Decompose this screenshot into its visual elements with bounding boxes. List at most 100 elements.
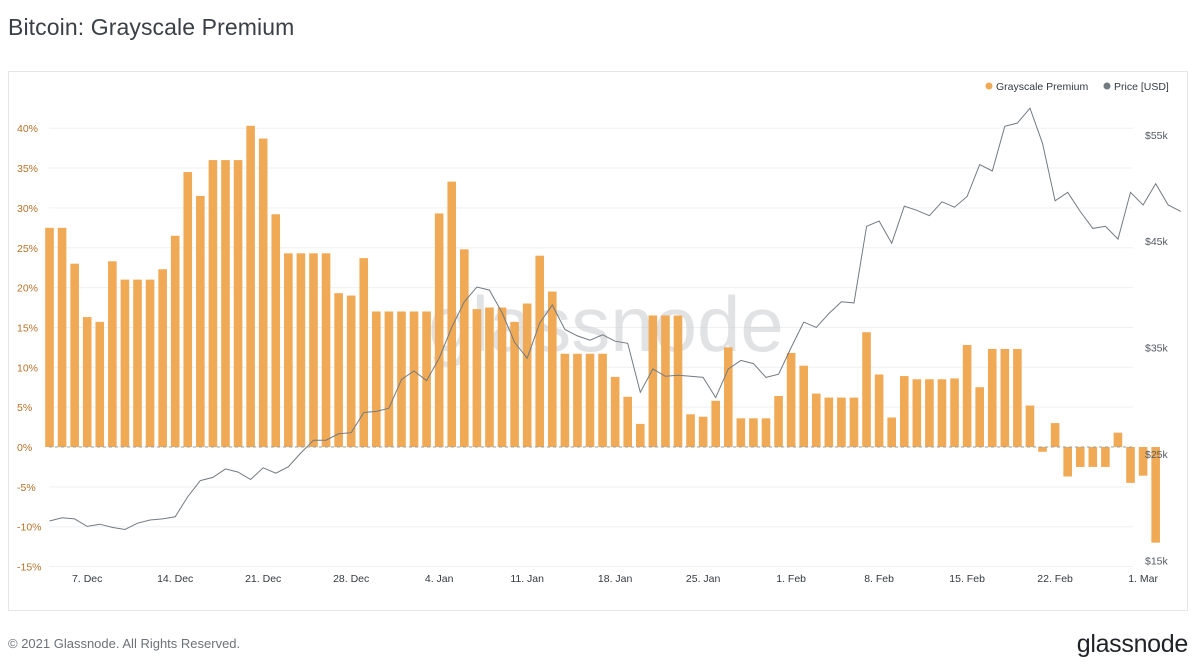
x-tick-label: 15. Feb	[949, 573, 985, 585]
premium-bar	[246, 125, 255, 448]
premium-bar	[82, 317, 92, 447]
y-right-tick-label: $55k	[1145, 130, 1169, 142]
premium-bar	[233, 160, 243, 447]
premium-bar	[786, 352, 796, 447]
x-tick-label: 7. Dec	[72, 573, 102, 585]
premium-bar	[1126, 447, 1135, 483]
premium-bar	[912, 379, 922, 447]
x-tick-label: 1. Mar	[1128, 573, 1158, 585]
x-tick-label: 25. Jan	[686, 573, 721, 585]
premium-bar	[384, 311, 394, 447]
x-tick-label: 11. Jan	[510, 573, 544, 585]
premium-bar	[598, 353, 607, 447]
premium-bar	[422, 311, 431, 447]
premium-bar	[661, 315, 670, 447]
copyright-text: © 2021 Glassnode. All Rights Reserved.	[8, 636, 241, 651]
legend-premium-label[interactable]: Grayscale Premium	[996, 81, 1088, 93]
premium-bar	[887, 417, 896, 447]
premium-bar	[711, 400, 721, 447]
premium-bar	[1050, 423, 1060, 447]
premium-bar	[284, 253, 293, 447]
premium-bar	[1025, 405, 1035, 447]
y-left-tick-label: 5%	[17, 402, 32, 414]
premium-bar	[57, 227, 67, 447]
premium-bar	[824, 397, 834, 447]
premium-bar	[95, 321, 105, 447]
y-left-tick-label: 0%	[17, 442, 32, 454]
premium-bar	[145, 279, 155, 447]
premium-bar	[120, 279, 130, 447]
premium-bar	[648, 315, 658, 447]
x-tick-label: 14. Dec	[157, 573, 193, 585]
premium-bar	[560, 353, 570, 447]
premium-bar	[837, 397, 846, 447]
premium-bar	[1151, 447, 1160, 543]
premium-bar	[321, 253, 331, 447]
premium-bar	[937, 379, 947, 447]
premium-bar	[208, 160, 218, 447]
x-tick-label: 21. Dec	[245, 573, 281, 585]
y-right-tick-label: $45k	[1145, 236, 1169, 248]
premium-bar	[774, 395, 783, 447]
premium-bar	[359, 258, 369, 447]
premium-bar	[925, 379, 934, 447]
premium-bar	[158, 269, 167, 447]
premium-bar	[196, 195, 205, 447]
premium-bar	[1113, 432, 1123, 447]
premium-bar	[1000, 348, 1010, 447]
premium-bar	[183, 172, 193, 447]
premium-bar	[485, 307, 494, 447]
right-axis: $15k $25k $35k $45k $55k	[1145, 130, 1169, 568]
premium-bar	[460, 249, 469, 447]
premium-bar	[271, 214, 281, 447]
y-left-tick-label: 20%	[17, 283, 38, 295]
premium-bar	[1013, 348, 1022, 447]
y-right-tick-label: $15k	[1145, 555, 1169, 567]
premium-bar	[761, 418, 771, 447]
chart-panel: glassnode -15% -10% -5% 0% 5% 10% 15% 20% 25% 30%…	[8, 71, 1188, 611]
premium-bar	[698, 416, 708, 447]
y-left-tick-label: 35%	[17, 163, 38, 175]
premium-bar	[962, 344, 972, 447]
premium-bar	[1063, 447, 1072, 477]
price-line-group	[49, 107, 1182, 531]
premium-bar	[987, 348, 997, 447]
legend-price-label[interactable]: Price [USD]	[1114, 81, 1169, 93]
premium-bar	[296, 253, 306, 447]
x-axis: 7. Dec 14. Dec 21. Dec 28. Dec 4. Jan 11. Jan…	[72, 573, 1158, 585]
premium-bar	[673, 315, 683, 447]
premium-bar	[535, 255, 545, 447]
page-title: Bitcoin: Grayscale Premium	[8, 14, 295, 40]
premium-bar	[849, 397, 859, 447]
premium-bar	[862, 332, 871, 447]
x-tick-label: 18. Jan	[598, 573, 633, 585]
premium-bar	[346, 295, 356, 447]
legend-premium-swatch	[985, 82, 993, 90]
x-tick-label: 22. Feb	[1037, 573, 1073, 585]
premium-bar	[1075, 447, 1085, 467]
premium-bar	[170, 235, 180, 447]
premium-bar	[522, 303, 532, 447]
premium-bar	[133, 279, 142, 447]
y-right-tick-label: $25k	[1145, 449, 1169, 461]
legend[interactable]: Grayscale Premium Price [USD]	[985, 81, 1169, 93]
chart-svg: glassnode -15%-10%-5%0%5%10%15%20%25%30%…	[17, 81, 1182, 585]
y-left-tick-label: 40%	[17, 123, 38, 135]
premium-bar	[749, 418, 758, 447]
premium-bar	[510, 321, 519, 447]
premium-bar	[874, 374, 884, 447]
premium-bar	[975, 387, 984, 447]
premium-bar	[573, 353, 582, 447]
glassnode-logo[interactable]: glassnode	[1076, 630, 1189, 658]
y-left-tick-label: 10%	[17, 362, 38, 374]
x-tick-label: 4. Jan	[425, 573, 454, 585]
legend-price-swatch	[1103, 82, 1111, 90]
premium-bar	[623, 396, 633, 447]
premium-bar	[372, 311, 381, 447]
premium-bar	[309, 253, 318, 447]
premium-bar	[635, 423, 645, 447]
x-tick-label: 8. Feb	[864, 573, 894, 585]
y-left-tick-label: -10%	[17, 522, 42, 534]
premium-bar	[723, 347, 733, 447]
y-left-tick-label: -15%	[17, 562, 42, 574]
